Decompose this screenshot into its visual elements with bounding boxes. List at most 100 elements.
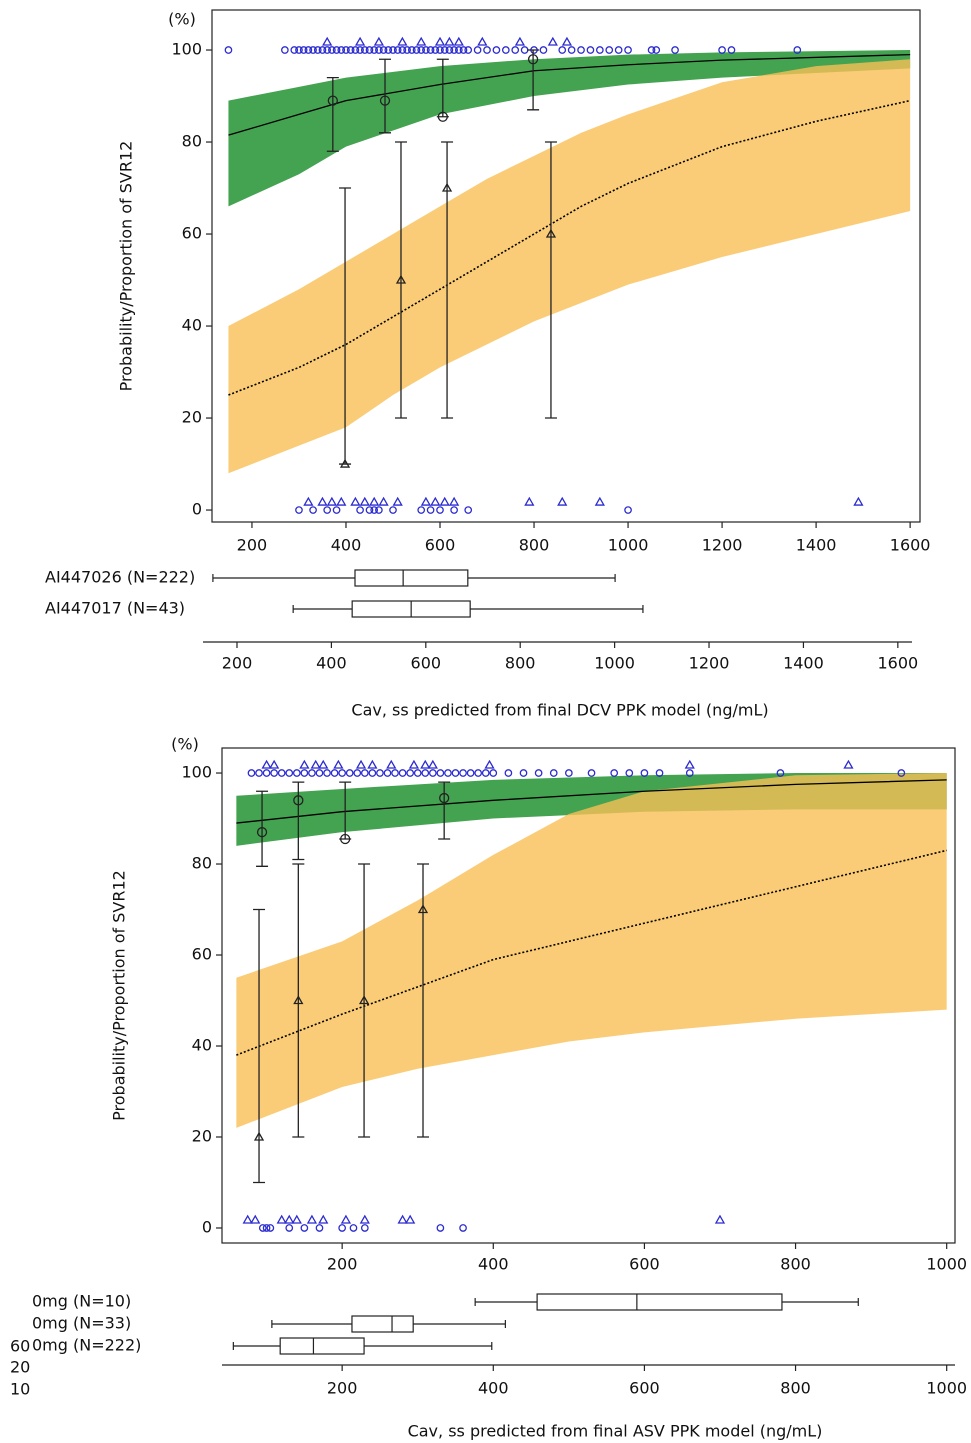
rug-point: [370, 506, 379, 514]
rug-point: [684, 759, 695, 769]
error-bar: [256, 790, 269, 867]
rug-point: [359, 496, 370, 506]
rug-point: [539, 46, 548, 54]
box-label: 0mg (N=33): [32, 1314, 131, 1333]
rug-point: [261, 759, 272, 769]
rug-point: [308, 769, 316, 777]
box-x-tick-label: 600: [411, 654, 442, 673]
observed-point: [293, 795, 304, 806]
rug-point: [647, 46, 656, 54]
fit-line: [236, 779, 947, 824]
rug-point: [610, 769, 619, 777]
box-x-tick-label: 800: [505, 654, 536, 673]
rug-point: [504, 769, 513, 777]
plot-frame: [211, 9, 921, 523]
rug-point: [290, 46, 299, 54]
rug-point: [365, 46, 374, 54]
x-tick-label: 1200: [702, 536, 743, 555]
box: [279, 1337, 365, 1355]
y-tick-label: 20: [182, 408, 202, 427]
confidence-band: [228, 59, 911, 474]
rug-point: [295, 506, 303, 514]
rug-point: [318, 759, 329, 769]
observed-point: [358, 995, 370, 1005]
rug-point: [625, 769, 634, 777]
y-tick-label: 40: [192, 1036, 212, 1055]
rug-point: [313, 46, 322, 54]
rug-point: [640, 769, 649, 777]
rug-point: [328, 46, 336, 54]
rug-point: [501, 46, 510, 54]
rug-point: [426, 46, 435, 54]
rug-point: [323, 506, 332, 514]
rug-point: [285, 769, 294, 777]
rug-point: [652, 46, 661, 54]
rug-point: [306, 1214, 318, 1224]
y-axis-label: Probability/Proportion of SVR12: [110, 870, 129, 1121]
rug-point: [255, 769, 263, 777]
stray-label: 10: [10, 1380, 30, 1399]
rug-point: [453, 36, 464, 46]
box-label: 0mg (N=10): [32, 1292, 131, 1311]
rug-point: [417, 506, 426, 514]
error-bar: [292, 863, 305, 1138]
confidence-band: [228, 50, 911, 207]
unit-label: (%): [171, 735, 199, 754]
observed-point: [437, 111, 448, 122]
box-x-tick-label: 400: [316, 654, 347, 673]
rug-point: [369, 496, 380, 506]
x-tick-label: 600: [629, 1255, 660, 1274]
rug-point: [489, 769, 498, 777]
rug-point: [303, 496, 314, 506]
rug-point: [407, 46, 416, 54]
rug-point: [655, 769, 664, 777]
rug-point: [624, 506, 632, 514]
rug-point: [624, 46, 632, 54]
rug-point: [534, 769, 543, 777]
rug-point: [355, 759, 367, 769]
rug-point: [459, 46, 468, 54]
rug-point: [309, 46, 317, 54]
box-x-tick-label: 1400: [783, 654, 824, 673]
rug-point: [464, 506, 473, 514]
rug-point: [451, 769, 460, 777]
rug-point: [349, 1224, 358, 1232]
rug-point: [315, 769, 324, 777]
rug-point: [422, 46, 430, 54]
rug-point: [397, 36, 408, 46]
rug-point: [338, 1224, 347, 1232]
rug-point: [426, 506, 435, 514]
error-bar: [292, 781, 305, 861]
rug-point: [450, 506, 458, 514]
rug-point: [445, 46, 454, 54]
rug-point: [406, 769, 415, 777]
rug-point: [391, 769, 399, 777]
x-tick-label: 400: [331, 536, 362, 555]
rug-point: [444, 769, 452, 777]
box-x-tick-label: 400: [478, 1379, 509, 1398]
rug-point: [323, 769, 331, 777]
rug-point: [356, 506, 364, 514]
rug-point: [247, 769, 256, 777]
rug-point: [342, 46, 350, 54]
rug-point: [333, 759, 344, 769]
plot-frame: [221, 747, 956, 1244]
rug-point: [511, 46, 520, 54]
observed-point: [340, 833, 351, 845]
x-axis-label: Cav, ss predicted from final ASV PPK mod…: [408, 1422, 823, 1441]
rug-point: [561, 36, 573, 46]
rug-point: [360, 769, 369, 777]
error-bar: [394, 141, 407, 419]
rug-point: [473, 46, 482, 54]
rug-point: [430, 496, 441, 506]
rug-point: [595, 46, 604, 54]
rug-point: [439, 496, 450, 506]
rug-point: [338, 769, 347, 777]
rug-point: [434, 36, 446, 46]
rug-point: [444, 36, 455, 46]
y-tick-label: 40: [182, 316, 202, 335]
rug-point: [368, 769, 377, 777]
rug-point: [547, 36, 558, 46]
rug-point: [367, 759, 378, 769]
x-tick-label: 1600: [890, 536, 931, 555]
